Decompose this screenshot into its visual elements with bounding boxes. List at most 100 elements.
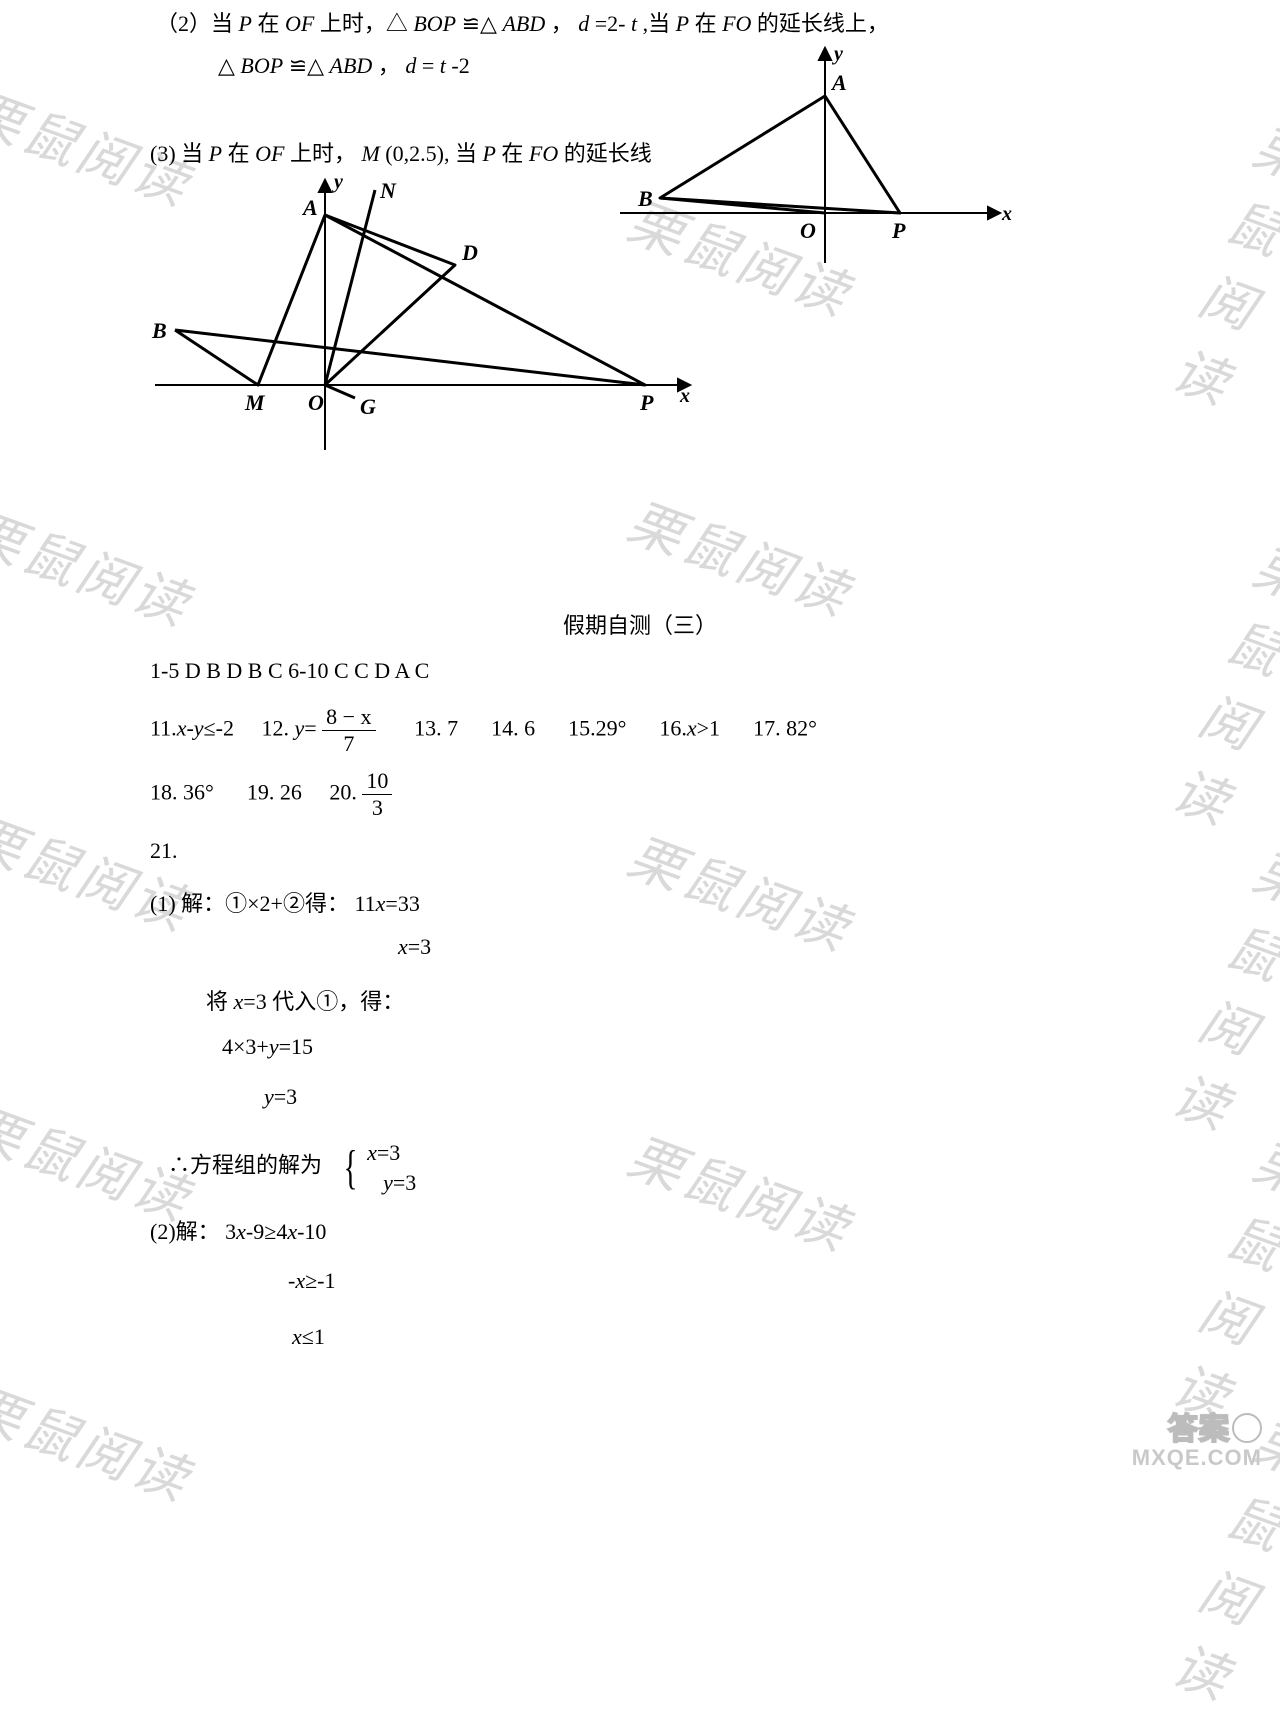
t: -2 — [451, 53, 469, 78]
t: >1 — [697, 716, 720, 741]
var-OF: OF — [285, 11, 314, 36]
tri-BOP: BOP — [413, 11, 456, 36]
t: ≤1 — [302, 1324, 325, 1349]
var-x: x — [376, 891, 386, 916]
step-3: 将 x=3 代入①，得： — [206, 984, 404, 1016]
q14: 14. 6 — [491, 716, 535, 741]
q17: 17. 82° — [753, 716, 817, 741]
t: 的延长线上， — [757, 11, 889, 36]
svg-text:x: x — [1001, 203, 1012, 225]
svg-text:x: x — [679, 385, 690, 407]
t: 上时，△ — [320, 11, 408, 36]
var-y: y — [294, 716, 304, 741]
step-7: (2)解： 3x-9≥4x-10 — [150, 1214, 326, 1246]
t: ， — [551, 11, 573, 36]
var-y: y — [383, 1170, 393, 1195]
logo-url: MXQE.COM — [1132, 1445, 1262, 1470]
q13: 13. 7 — [414, 716, 458, 741]
brace-icon: { — [343, 1151, 357, 1185]
mcq-answers: 1-5 D B D B C 6-10 C C D A C — [150, 658, 429, 684]
t: ≥-1 — [305, 1268, 335, 1293]
var-y: y — [269, 1034, 279, 1059]
var-x: x — [687, 716, 697, 741]
q19: 19. 26 — [247, 780, 302, 805]
t: =3 — [408, 934, 431, 959]
watermark: 栗鼠阅读 — [618, 1113, 863, 1267]
figure-left: y x A B M O G D P N — [150, 170, 700, 460]
step-2: x=3 — [398, 934, 431, 960]
step-1: (1) 解：①×2+②得： 11x=33 — [150, 886, 420, 918]
var-t: t — [631, 11, 637, 36]
t: =2- — [595, 11, 626, 36]
var-y: y — [264, 1084, 274, 1109]
logo-text: 答案 — [1168, 1413, 1230, 1446]
t: 在 — [257, 11, 285, 36]
tri-ABD: ABD — [502, 11, 545, 36]
watermark: 栗鼠阅读 — [1163, 828, 1280, 1147]
var-x: x — [292, 1324, 302, 1349]
var-x: x — [236, 1219, 246, 1244]
answers-18-20: 18. 36° 19. 26 20. 103 — [150, 770, 392, 819]
q11: 11. — [150, 716, 177, 741]
t: (1) 解：①×2+②得： 11 — [150, 891, 376, 916]
q15: 15.29° — [568, 716, 626, 741]
var-P: P — [676, 11, 689, 36]
var-x: x — [398, 934, 408, 959]
den: 7 — [322, 731, 375, 755]
t: =15 — [279, 1034, 313, 1059]
t: 将 — [206, 989, 234, 1014]
t: ∴方程组的解为 — [168, 1153, 322, 1178]
step-4: 4×3+y=15 — [222, 1034, 313, 1060]
t: - — [186, 716, 193, 741]
step-9: x≤1 — [292, 1324, 325, 1350]
answers-11-17: 11.x-y≤-2 12. y= 8 − x7 13. 7 14. 6 15.2… — [150, 706, 817, 755]
step-6: ∴方程组的解为 { x=3 y=3 — [168, 1138, 416, 1197]
watermark: 栗鼠阅读 — [618, 813, 863, 967]
step-8: -x≥-1 — [288, 1268, 336, 1294]
var-d: d — [578, 11, 589, 36]
t: -9≥4 — [246, 1219, 287, 1244]
watermark: 栗鼠阅读 — [1163, 1118, 1280, 1437]
var-x: x — [234, 989, 244, 1014]
var-d: d — [405, 53, 416, 78]
t: 4×3+ — [222, 1034, 269, 1059]
svg-text:B: B — [151, 318, 167, 343]
watermark: 栗鼠阅读 — [0, 1363, 204, 1517]
svg-text:y: y — [332, 171, 343, 193]
svg-text:P: P — [891, 218, 906, 243]
step-5: y=3 — [264, 1084, 297, 1110]
logo-circle-icon — [1232, 1413, 1262, 1443]
fraction: 103 — [362, 770, 392, 819]
watermark: 栗鼠阅读 — [1163, 103, 1280, 422]
svg-text:P: P — [639, 390, 654, 415]
svg-text:M: M — [244, 390, 266, 415]
svg-text:N: N — [379, 178, 397, 203]
section-title: 假期自测（三） — [0, 608, 1280, 640]
var-M: M — [361, 141, 379, 166]
var-t: t — [440, 53, 446, 78]
t: =33 — [385, 891, 419, 916]
tri-ABD: ABD — [330, 53, 373, 78]
var-FO: FO — [529, 141, 558, 166]
tri-BOP: BOP — [240, 53, 283, 78]
var-x: x — [367, 1140, 377, 1165]
q12: 12. — [261, 716, 294, 741]
t: = — [422, 53, 434, 78]
q21: 21. — [150, 838, 178, 864]
den: 3 — [362, 795, 392, 819]
t: 在 — [501, 141, 529, 166]
t: (2)解： 3 — [150, 1219, 236, 1244]
var-OF: OF — [255, 141, 284, 166]
var-y: y — [194, 716, 204, 741]
var-FO: FO — [722, 11, 751, 36]
var-x: x — [177, 716, 187, 741]
watermark: 栗鼠阅读 — [1163, 523, 1280, 842]
t: △ — [218, 53, 235, 78]
t: -10 — [297, 1219, 326, 1244]
t: =3 — [393, 1170, 416, 1195]
t: (3) 当 — [150, 141, 209, 166]
t: 在 — [228, 141, 256, 166]
svg-text:A: A — [301, 195, 318, 220]
t: =3 代入①，得： — [243, 989, 404, 1014]
t: ， — [378, 53, 406, 78]
